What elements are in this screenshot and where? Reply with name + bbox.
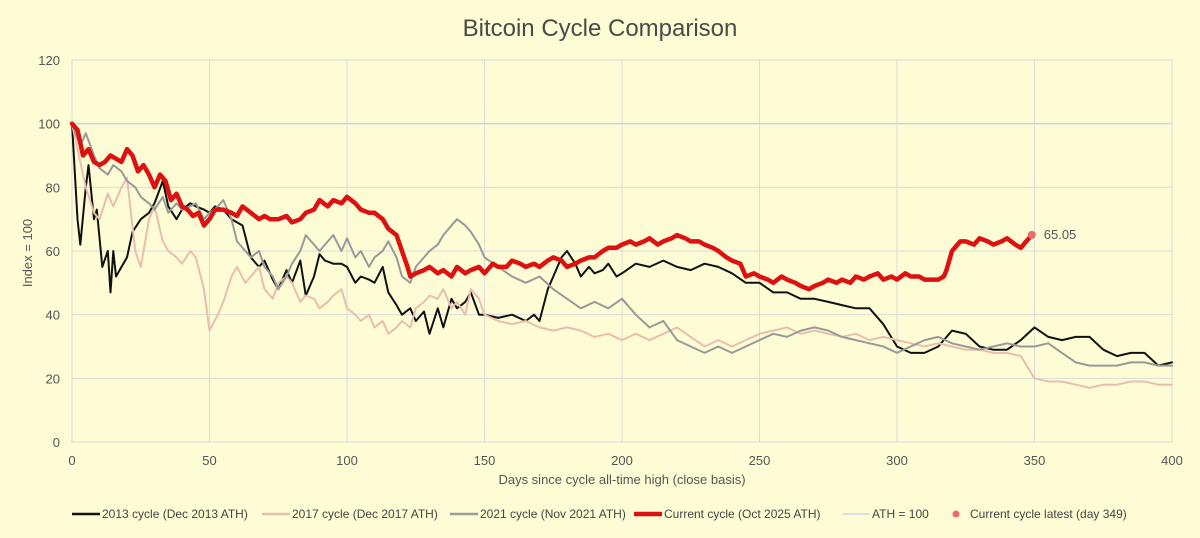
x-tick-label: 50	[202, 453, 216, 468]
axes: 0 20 40 60 80 100 120 0 50 100 150 200 250 300 350 400	[38, 53, 1183, 468]
series-line-1	[71, 122, 1173, 389]
y-tick-label: 80	[46, 180, 60, 195]
legend-label: Current cycle latest (day 349)	[970, 507, 1127, 521]
grid	[71, 59, 1173, 443]
y-tick-label: 60	[46, 244, 60, 259]
latest-point-label: 65.05	[1044, 227, 1077, 242]
latest-point-marker	[1027, 230, 1036, 239]
y-axis-label: Index = 100	[20, 219, 35, 287]
y-tick-label: 0	[53, 435, 60, 450]
y-tick-label: 40	[46, 308, 60, 323]
legend-item-3: Current cycle (Oct 2025 ATH)	[634, 507, 821, 521]
legend-label: 2013 cycle (Dec 2013 ATH)	[102, 507, 248, 521]
legend-item-1: 2017 cycle (Dec 2017 ATH)	[262, 507, 438, 521]
x-tick-label: 150	[474, 453, 496, 468]
x-tick-label: 350	[1024, 453, 1046, 468]
legend-item-4: ATH = 100	[842, 507, 929, 521]
series-line-0	[71, 122, 1173, 367]
x-axis-label: Days since cycle all-time high (close ba…	[498, 472, 745, 487]
legend-label: ATH = 100	[872, 507, 929, 521]
series-line-3	[69, 121, 1035, 292]
series-line-2	[71, 122, 1173, 367]
legend: 2013 cycle (Dec 2013 ATH) 2017 cycle (Dec…	[72, 507, 1127, 521]
legend-item-5: Current cycle latest (day 349)	[952, 507, 1127, 521]
legend-label: 2021 cycle (Nov 2021 ATH)	[480, 507, 626, 521]
legend-item-2: 2021 cycle (Nov 2021 ATH)	[450, 507, 626, 521]
chart-title: Bitcoin Cycle Comparison	[463, 15, 738, 42]
legend-item-0: 2013 cycle (Dec 2013 ATH)	[72, 507, 248, 521]
legend-label: Current cycle (Oct 2025 ATH)	[664, 507, 821, 521]
legend-label: 2017 cycle (Dec 2017 ATH)	[292, 507, 438, 521]
legend-swatch	[952, 510, 960, 518]
x-tick-label: 400	[1161, 453, 1183, 468]
y-tick-label: 20	[46, 371, 60, 386]
series-lines	[69, 121, 1173, 389]
x-tick-label: 100	[336, 453, 358, 468]
x-tick-label: 200	[611, 453, 633, 468]
y-tick-label: 120	[38, 53, 60, 68]
x-tick-label: 300	[886, 453, 908, 468]
x-tick-label: 250	[749, 453, 771, 468]
markers: 65.05	[1027, 227, 1077, 242]
y-tick-label: 100	[38, 117, 60, 132]
x-tick-label: 0	[68, 453, 75, 468]
